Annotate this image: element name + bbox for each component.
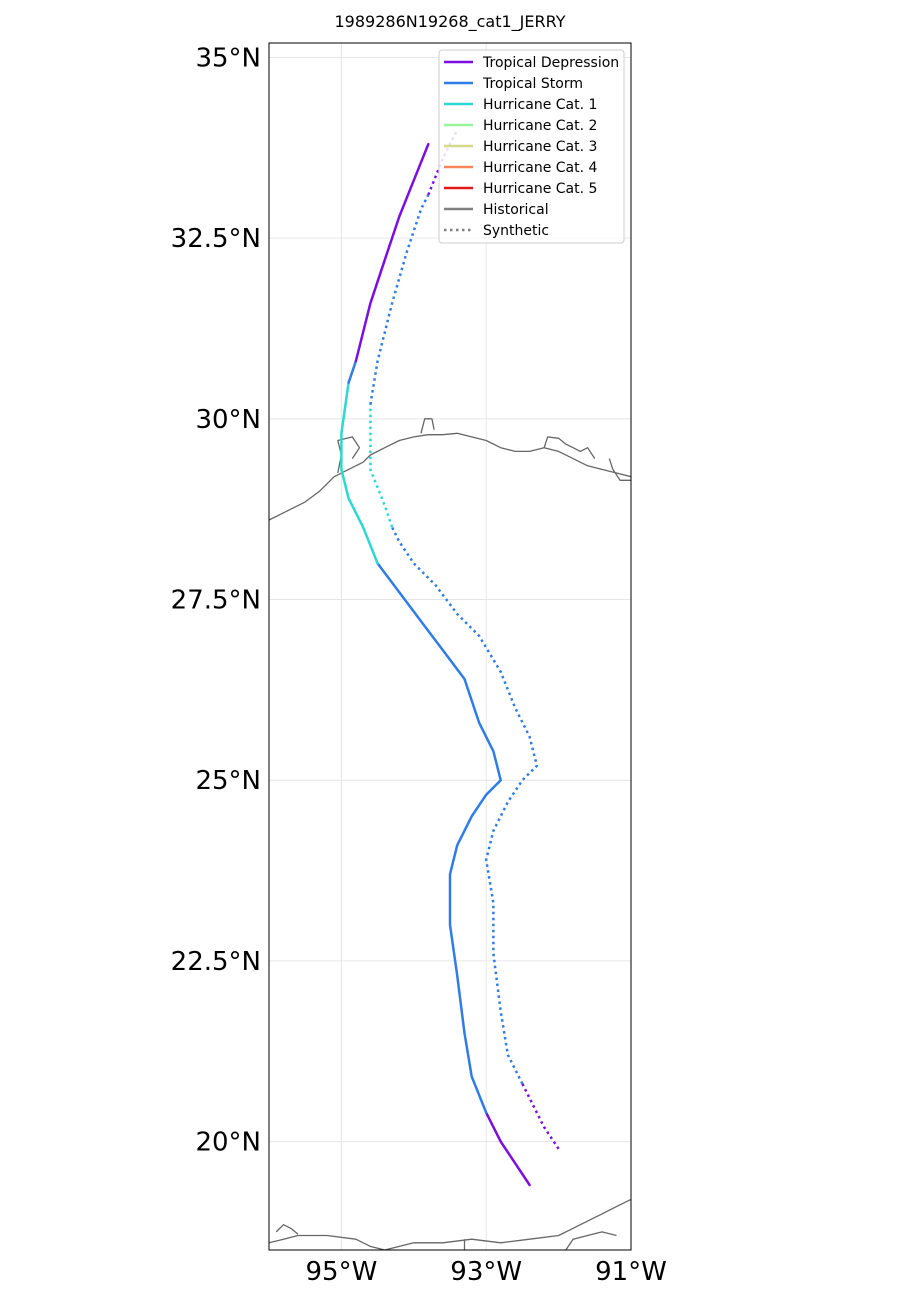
synthetic-track-segment-2 <box>369 404 394 528</box>
legend-label: Tropical Depression <box>482 55 619 71</box>
legend-label: Hurricane Cat. 4 <box>483 160 598 176</box>
x-tick-label: 91°W <box>595 1257 667 1287</box>
legend-label: Synthetic <box>483 223 549 239</box>
y-tick-label: 35°N <box>195 43 261 73</box>
track-layer <box>340 129 560 1187</box>
synthetic-track-segment-3 <box>369 194 430 405</box>
coastline-vermilion-bay <box>543 436 596 459</box>
x-tick-label: 93°W <box>450 1257 522 1287</box>
y-tick-label: 20°N <box>195 1128 261 1158</box>
legend: Tropical Depression Tropical Storm Hurrica… <box>438 49 625 244</box>
legend-label: Hurricane Cat. 2 <box>483 118 597 134</box>
y-tick-label: 32.5°N <box>171 224 261 254</box>
synthetic-track-segment-1 <box>390 526 539 1085</box>
legend-label: Historical <box>483 202 549 218</box>
legend-box <box>438 49 625 244</box>
legend-label: Hurricane Cat. 1 <box>483 97 597 113</box>
coastline-texas-louisiana <box>269 432 631 521</box>
legend-label: Tropical Storm <box>482 76 583 92</box>
y-axis-ticks: 20°N 22.5°N 25°N 27.5°N 30°N 32.5°N 35°N <box>171 43 261 1157</box>
coastline-west-bay-inlet <box>275 1224 299 1235</box>
legend-label: Hurricane Cat. 3 <box>483 139 597 155</box>
coastline-terminos-lagoon <box>565 1231 617 1250</box>
x-axis-ticks: 95°W 93°W 91°W <box>306 1257 667 1287</box>
historical-track-segment-2 <box>340 381 379 565</box>
legend-label: Hurricane Cat. 5 <box>483 181 597 197</box>
y-tick-label: 22.5°N <box>171 947 261 977</box>
historical-track-segment-3 <box>347 359 358 384</box>
historical-track-segment-0 <box>484 1111 531 1187</box>
historical-track-segment-1 <box>376 562 502 1114</box>
synthetic-track-segment-0 <box>521 1083 560 1150</box>
x-tick-label: 95°W <box>306 1257 378 1287</box>
coastline-lake-calcasieu <box>420 418 435 434</box>
historical-track-segment-4 <box>354 142 430 363</box>
plot-frame <box>268 42 632 1251</box>
coastline-yucatan-north <box>269 1198 631 1250</box>
chart-title: 1989286N19268_cat1_JERRY <box>335 12 566 32</box>
y-tick-label: 30°N <box>195 405 261 435</box>
y-tick-label: 27.5°N <box>171 586 261 616</box>
y-tick-label: 25°N <box>195 766 261 796</box>
coastline-layer <box>269 418 631 1250</box>
coastline-terrebonne <box>608 458 631 481</box>
